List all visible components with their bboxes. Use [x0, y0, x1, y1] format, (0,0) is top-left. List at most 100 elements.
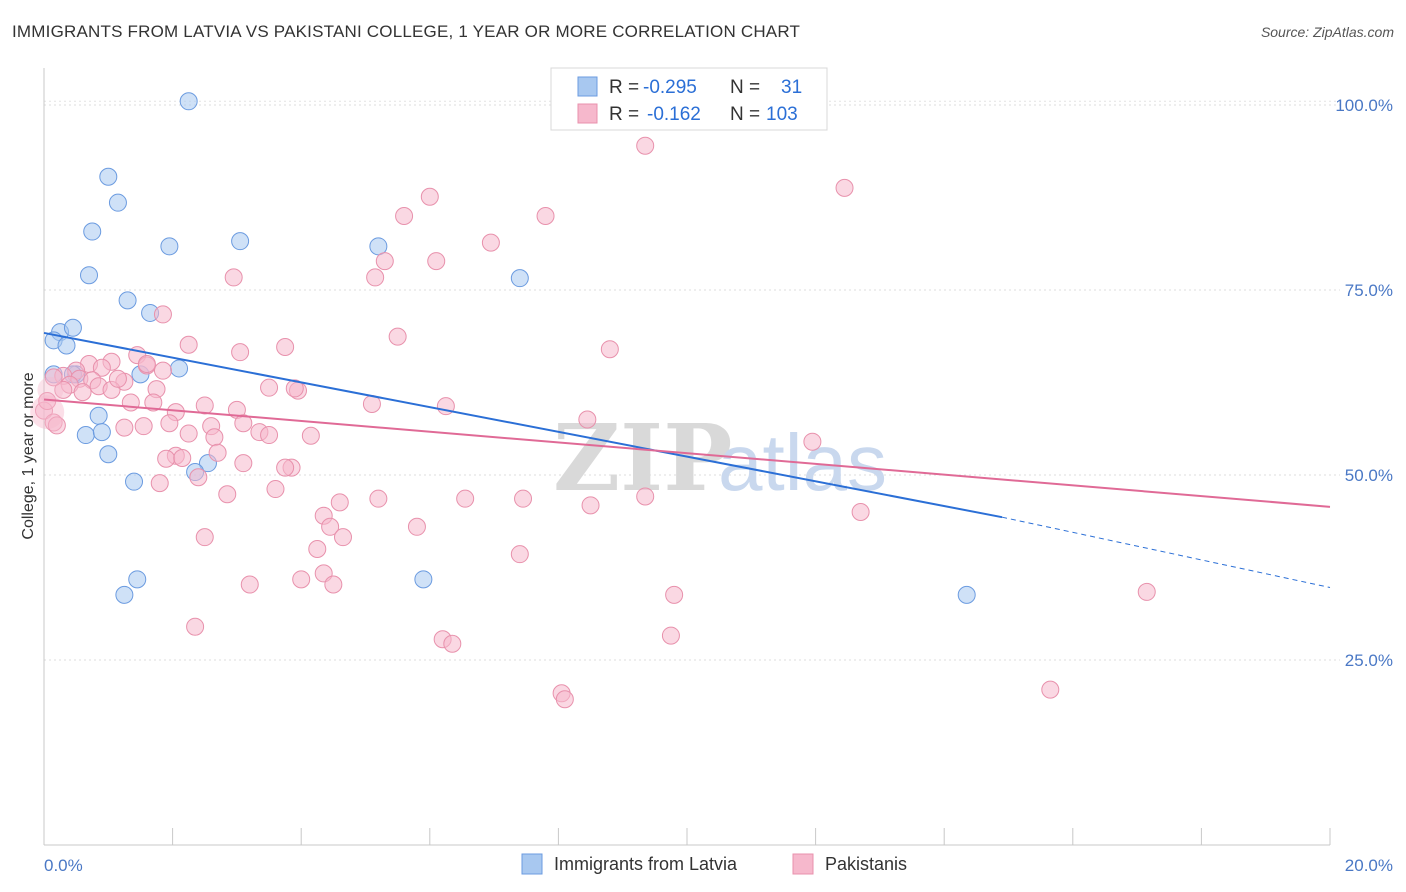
watermark: ZIP atlas — [553, 404, 887, 512]
point-latvia — [369, 237, 388, 256]
point-pakistanis — [636, 136, 655, 155]
point-pakistanis — [388, 327, 407, 346]
trend-line-pakistanis — [43, 398, 1331, 508]
trend-line-latvia-extension — [1001, 516, 1331, 588]
point-pakistanis — [301, 426, 320, 445]
point-latvia — [108, 193, 127, 212]
point-latvia — [99, 445, 118, 464]
point-pakistanis — [510, 545, 529, 564]
point-pakistanis — [285, 379, 304, 398]
point-pakistanis — [205, 428, 224, 447]
legend-n-label-pakistanis: N = — [730, 104, 760, 125]
legend-r-label-pakistanis: R = — [609, 104, 639, 125]
point-pakistanis — [153, 361, 172, 380]
point-latvia — [115, 585, 134, 604]
point-latvia — [76, 426, 95, 445]
point-latvia — [510, 269, 529, 288]
point-latvia — [83, 222, 102, 241]
point-pakistanis — [234, 414, 253, 433]
tick-labels: 25.0% 50.0% 75.0% 100.0% 0.0% 20.0% — [44, 96, 1393, 875]
point-pakistanis — [108, 369, 127, 388]
point-pakistanis — [803, 432, 822, 451]
point-pakistanis — [555, 690, 574, 709]
point-pakistanis — [665, 585, 684, 604]
series-legend-swatch-pakistanis — [792, 853, 814, 875]
grid-lines — [44, 100, 1340, 661]
correlation-legend: R = -0.295 N = 31 R = -0.162 N = 103 — [550, 67, 828, 131]
point-pakistanis — [851, 503, 870, 521]
point-pakistanis — [115, 418, 134, 437]
point-pakistanis-cluster — [30, 395, 65, 430]
point-latvia — [63, 318, 82, 337]
chart-title: IMMIGRANTS FROM LATVIA VS PAKISTANI COLL… — [12, 22, 801, 41]
point-pakistanis — [536, 207, 555, 225]
point-pakistanis — [224, 268, 243, 287]
point-pakistanis — [276, 458, 295, 477]
point-pakistanis — [160, 414, 179, 433]
point-pakistanis — [514, 489, 533, 508]
point-pakistanis — [153, 305, 172, 324]
point-pakistanis — [481, 233, 500, 252]
x-tick-label: 0.0% — [44, 856, 83, 875]
point-pakistanis — [636, 487, 655, 506]
source-credit: Source: ZipAtlas.com — [1260, 24, 1394, 40]
y-tick-label: 25.0% — [1345, 651, 1393, 670]
point-latvia — [179, 92, 198, 111]
point-pakistanis — [369, 489, 388, 508]
point-pakistanis — [260, 378, 279, 397]
data-points — [30, 92, 1156, 709]
point-pakistanis — [366, 268, 385, 287]
y-axis-label: College, 1 year or more — [20, 372, 37, 539]
point-pakistanis — [330, 493, 349, 512]
legend-n-value-pakistanis: 103 — [766, 104, 798, 125]
legend-r-value-latvia: -0.295 — [643, 77, 697, 98]
point-pakistanis — [578, 410, 597, 429]
legend-swatch-pakistanis — [577, 103, 598, 124]
point-pakistanis — [581, 496, 600, 515]
point-pakistanis — [427, 252, 446, 271]
series-legend-label-pakistanis: Pakistanis — [825, 854, 907, 874]
point-pakistanis — [395, 207, 414, 225]
point-latvia — [89, 406, 108, 425]
point-pakistanis — [333, 528, 352, 547]
trend-line-latvia — [43, 331, 1003, 519]
point-pakistanis — [308, 540, 327, 558]
point-pakistanis — [189, 468, 208, 487]
point-pakistanis — [150, 474, 169, 493]
y-tick-label: 50.0% — [1345, 466, 1393, 485]
series-legend-label-latvia: Immigrants from Latvia — [554, 854, 738, 874]
legend-n-label-latvia: N = — [730, 77, 760, 98]
series-legend-swatch-latvia — [521, 853, 543, 875]
point-pakistanis — [1041, 680, 1060, 699]
point-pakistanis — [134, 417, 153, 436]
point-pakistanis-cluster — [37, 376, 64, 403]
point-pakistanis — [144, 393, 163, 412]
point-pakistanis — [324, 575, 343, 594]
point-latvia — [57, 336, 76, 355]
point-pakistanis — [266, 480, 285, 499]
point-pakistanis — [208, 443, 227, 462]
point-pakistanis — [231, 343, 250, 362]
point-pakistanis — [407, 517, 426, 536]
point-pakistanis — [218, 485, 237, 504]
point-latvia — [125, 472, 144, 491]
point-pakistanis — [121, 393, 140, 412]
y-tick-label: 100.0% — [1335, 96, 1393, 115]
point-pakistanis — [835, 178, 854, 197]
trend-lines — [43, 331, 1331, 588]
legend-n-value-latvia: 31 — [781, 77, 802, 98]
point-pakistanis — [73, 383, 92, 402]
point-pakistanis — [92, 358, 111, 377]
point-pakistanis — [321, 517, 340, 536]
point-latvia — [160, 237, 179, 256]
x-tick-label: 20.0% — [1345, 856, 1393, 875]
point-pakistanis — [47, 416, 66, 435]
point-latvia — [414, 570, 433, 589]
point-pakistanis — [137, 355, 156, 373]
y-tick-label: 75.0% — [1345, 281, 1393, 300]
legend-r-label-latvia: R = — [609, 77, 639, 98]
point-pakistanis — [234, 454, 253, 473]
point-pakistanis — [600, 340, 619, 359]
point-pakistanis — [292, 570, 311, 589]
